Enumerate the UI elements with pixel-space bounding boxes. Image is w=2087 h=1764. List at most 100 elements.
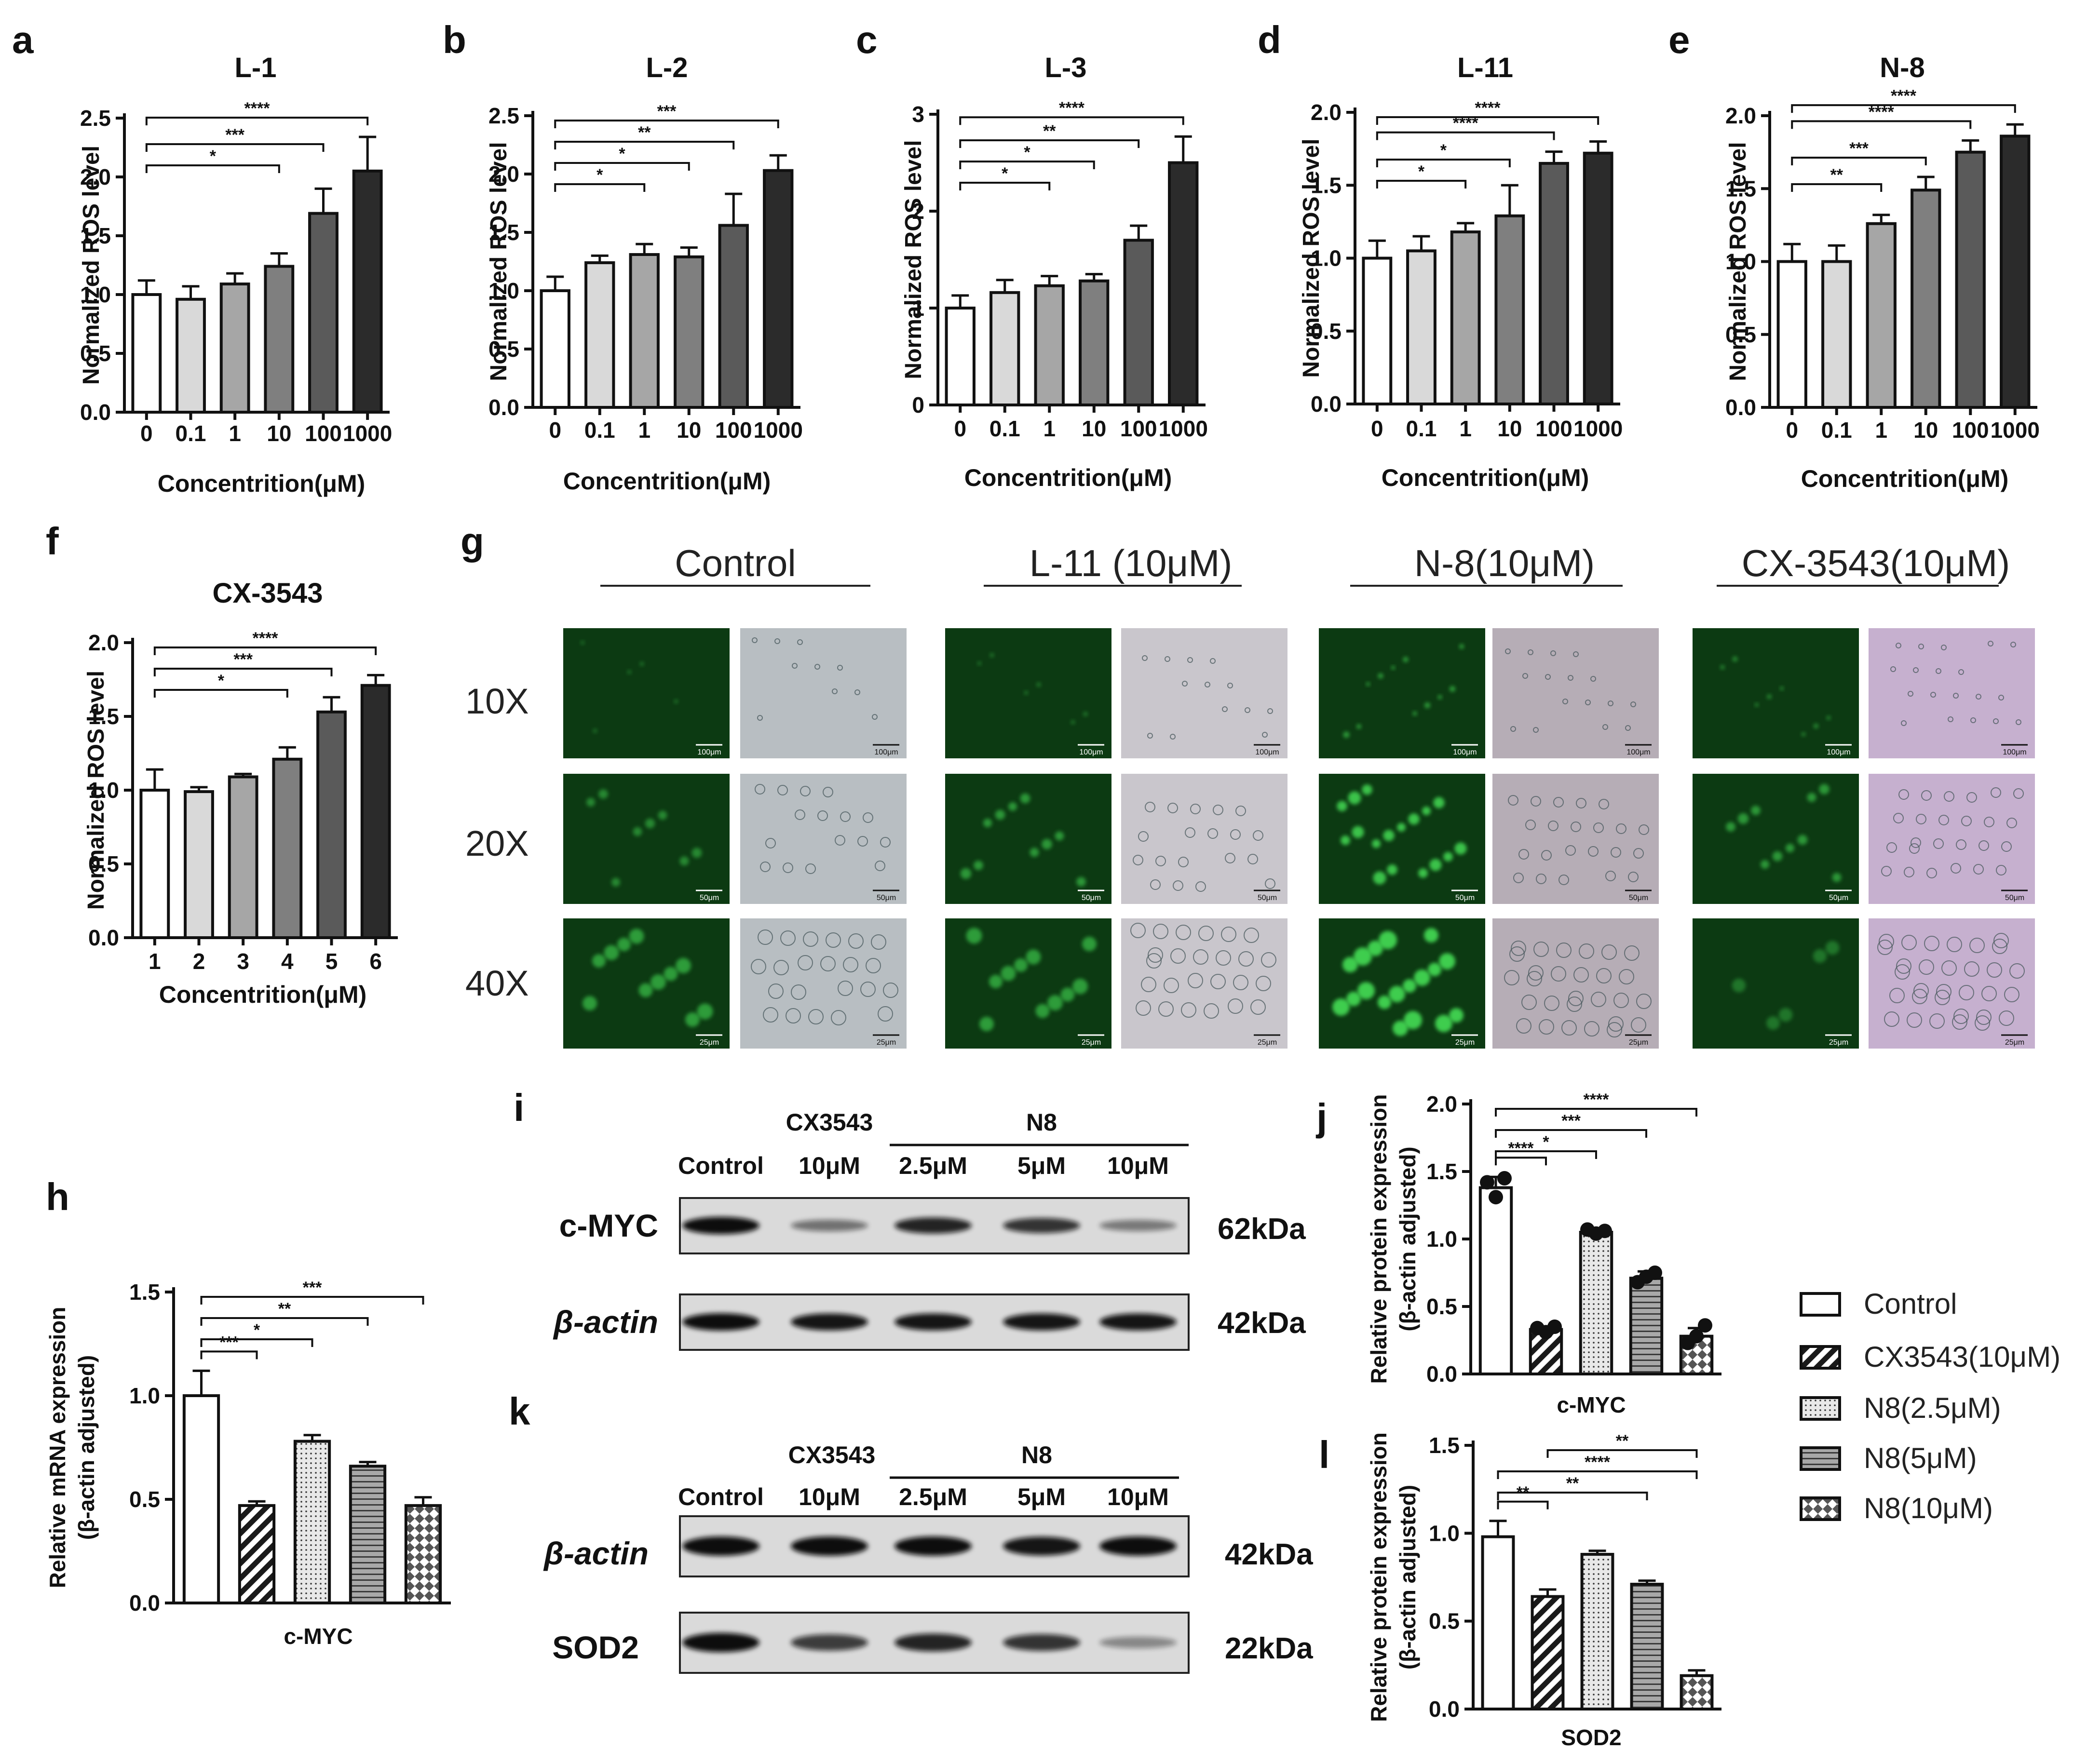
brightfield-cell	[1607, 1022, 1622, 1037]
fluorescent-cell	[1443, 852, 1453, 862]
panel-letter-b: b	[443, 18, 466, 61]
legend-swatch-n8-2-5	[1800, 1396, 1841, 1421]
fluorescent-cell	[1832, 873, 1842, 882]
brightfield-cell	[1964, 961, 1979, 977]
scale-bar-label: 100μm	[1626, 748, 1650, 756]
data-point	[1547, 1320, 1562, 1334]
fluorescent-cell	[1024, 690, 1029, 695]
bar-N8(10μM)	[404, 1504, 442, 1604]
scale-bar-label: 50μm	[1082, 894, 1101, 902]
legend-label-n8-2-5: N8(2.5μM)	[1864, 1392, 2001, 1424]
brightfield-cell	[765, 838, 776, 848]
brightfield-cell	[1541, 850, 1552, 861]
chart-panel-b-L-2: L-2 0.0 0.5 1.0 1.5 2.0 2.5 Normalized ROS leve…	[486, 52, 803, 495]
x-axis-label: Concentrition(μM)	[563, 468, 771, 495]
brightfield-cell	[1636, 994, 1652, 1009]
blot-band	[682, 1217, 759, 1234]
blot-lane-label: 10μM	[799, 1152, 860, 1179]
y-tick-label: 0.5	[1311, 319, 1342, 344]
fluorescent-cell	[1403, 979, 1416, 993]
brightfield-cell	[1630, 701, 1636, 707]
fluorescent-cell	[1357, 982, 1375, 999]
fluorescent-cell	[1414, 970, 1430, 986]
fluorescent-cell	[1378, 673, 1383, 679]
brightfield-cell	[1539, 1019, 1554, 1035]
brightfield-cell	[1993, 718, 1999, 724]
y-tick-label: 2.5	[80, 106, 111, 131]
y-tick-label: 1.5	[1426, 1159, 1457, 1184]
significance-bracket	[1791, 104, 2016, 113]
brightfield-cell	[1261, 952, 1276, 968]
fluorescent-cell	[1778, 1008, 1793, 1022]
brightfield-cell	[1613, 993, 1629, 1008]
data-point	[1689, 1329, 1704, 1344]
x-tick-label: 1000	[1159, 416, 1208, 441]
significance-bracket	[1791, 157, 1927, 166]
bar-10	[1079, 279, 1110, 406]
bar-100	[718, 224, 749, 409]
brightfield-cell	[1165, 656, 1170, 662]
fluorescent-cell	[650, 974, 666, 990]
x-tick-label: 1	[1459, 416, 1472, 441]
scale-bar-label: 50μm	[877, 894, 896, 902]
significance-label: *	[596, 166, 603, 184]
brightfield-image	[1869, 918, 2035, 1049]
fluorescent-cell	[960, 868, 972, 879]
fluorescence-image	[945, 628, 1111, 758]
blot-band	[682, 1313, 759, 1331]
fluorescent-cell	[639, 661, 644, 666]
y-tick-label: 2.0	[1426, 1091, 1457, 1117]
brightfield-cell	[768, 983, 784, 999]
fluorescent-cell	[1772, 851, 1783, 862]
bar-10	[1911, 189, 1941, 409]
brightfield-cell	[1947, 937, 1962, 952]
fluorescent-cell	[1020, 793, 1030, 804]
fluorescent-cell	[1761, 860, 1769, 869]
brightfield-cell	[1511, 941, 1526, 956]
x-tick-label: 0	[549, 417, 561, 443]
fluorescence-image	[563, 774, 730, 904]
x-tick-label: 1000	[1991, 417, 2040, 443]
x-axis-label: Concentrition(μM)	[158, 470, 366, 497]
fluorescent-cell	[1014, 958, 1028, 972]
brightfield-cell	[1616, 823, 1626, 834]
fluorescence-image	[1693, 774, 1859, 904]
fluorescent-cell	[1797, 835, 1808, 845]
brightfield-image	[1492, 918, 1659, 1049]
x-tick-label: 0.1	[584, 417, 615, 443]
significance-label: *	[1024, 143, 1030, 162]
blot-band	[791, 1536, 868, 1556]
brightfield-cell	[1608, 700, 1613, 706]
brightfield-cell	[1250, 999, 1266, 1015]
brightfield-cell	[1558, 875, 1569, 885]
brightfield-cell	[1173, 880, 1183, 891]
fluorescent-cell	[676, 958, 691, 973]
blot-band	[894, 1313, 972, 1331]
brightfield-cell	[1207, 828, 1218, 839]
fluorescent-cell	[1751, 806, 1761, 815]
y-tick-label: 2.0	[88, 630, 119, 655]
chart-title: L-2	[646, 52, 688, 83]
blot-band	[791, 1219, 868, 1232]
brightfield-cell	[1901, 720, 1907, 726]
brightfield-cell	[883, 983, 898, 998]
y-tick-label: 2.0	[1311, 100, 1342, 125]
brightfield-cell	[783, 862, 793, 873]
chart-panel-c-L-3: L-3 0 1 2 3 Normalized ROS level 0 0.1 1 10 100 100…	[901, 52, 1208, 491]
blot-row-label-beta-actin: β-actin	[553, 1304, 658, 1340]
brightfield-cell	[1182, 681, 1188, 687]
fluorescent-cell	[1720, 665, 1725, 670]
brightfield-cell	[763, 1007, 778, 1023]
x-tick-label: 1000	[1573, 416, 1623, 441]
brightfield-cell	[780, 930, 796, 946]
x-tick-label: 0	[140, 421, 153, 446]
brightfield-cell	[752, 637, 758, 643]
fluorescent-cell	[1807, 793, 1816, 802]
brightfield-cell	[1933, 838, 1944, 849]
fluorescent-cell	[638, 983, 653, 997]
significance-bracket	[200, 1338, 313, 1347]
panel-letter-c: c	[856, 18, 878, 61]
fluorescent-cell	[1379, 931, 1397, 949]
brightfield-cell	[2004, 987, 2019, 1002]
brightfield-cell	[1596, 968, 1612, 983]
